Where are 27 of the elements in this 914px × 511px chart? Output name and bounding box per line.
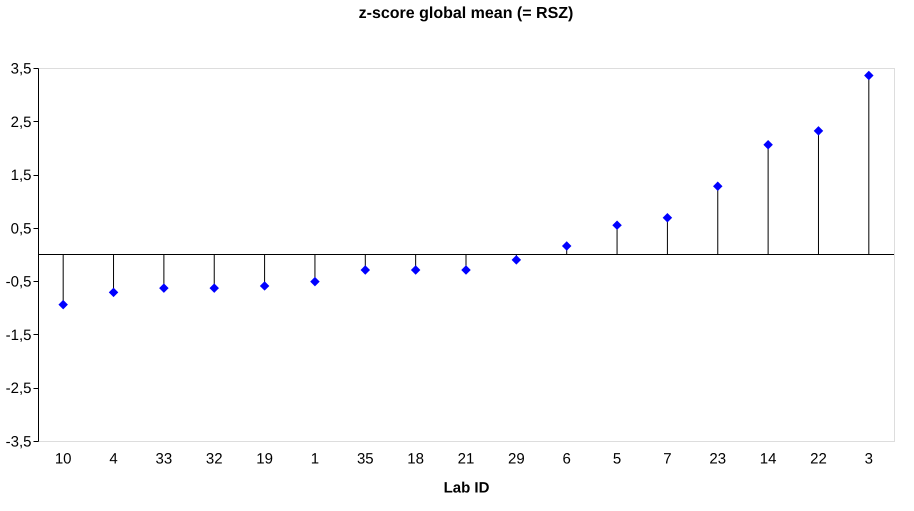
x-tick-label: 35 xyxy=(356,450,374,468)
chart-title: z-score global mean (= RSZ) xyxy=(358,5,574,22)
x-tick-label: 3 xyxy=(864,450,873,468)
x-tick-label: 33 xyxy=(156,450,172,468)
x-tick-label: 23 xyxy=(709,450,726,468)
y-tick-label: 1,5 xyxy=(10,167,32,184)
x-tick-label: 32 xyxy=(206,450,223,468)
x-tick-label: 18 xyxy=(407,450,424,468)
x-tick-label: 1 xyxy=(310,450,320,468)
x-tick-label: 7 xyxy=(663,450,672,468)
x-tick-label: 4 xyxy=(109,450,118,468)
y-tick-label: -2,5 xyxy=(6,380,32,398)
x-tick-label: 10 xyxy=(54,450,72,468)
x-tick-label: 6 xyxy=(562,450,571,468)
y-tick-label: -1,5 xyxy=(6,326,32,344)
x-tick-label: 29 xyxy=(508,450,525,468)
y-tick-label: 2,5 xyxy=(10,114,32,131)
x-tick-label: 21 xyxy=(458,450,474,468)
y-tick-label: 0,5 xyxy=(10,220,32,238)
x-tick-label: 14 xyxy=(760,450,776,468)
y-tick-label: -0,5 xyxy=(6,274,32,291)
x-axis-title: Lab ID xyxy=(444,480,490,496)
x-tick-label: 22 xyxy=(810,450,827,468)
x-tick-label: 5 xyxy=(612,450,622,468)
y-tick-label: 3,5 xyxy=(10,60,32,78)
y-tick-label: -3,5 xyxy=(6,434,32,450)
x-tick-label: 19 xyxy=(256,450,273,468)
